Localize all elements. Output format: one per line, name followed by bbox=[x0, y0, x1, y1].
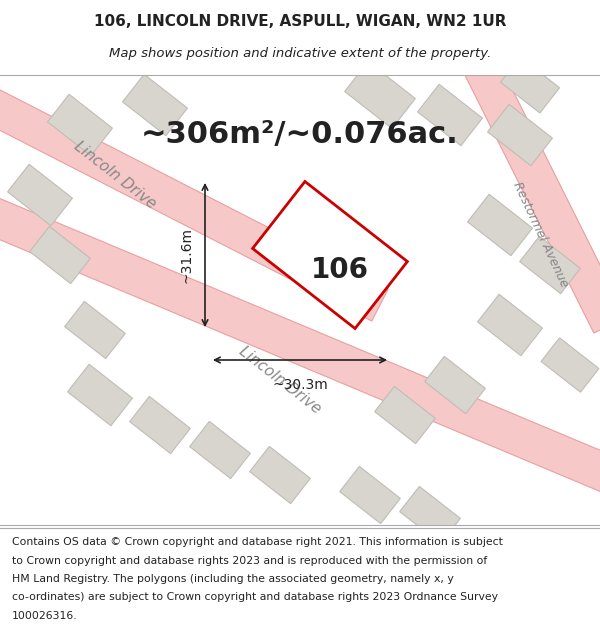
Polygon shape bbox=[464, 57, 600, 333]
Polygon shape bbox=[344, 61, 415, 129]
Text: ~306m²/~0.076ac.: ~306m²/~0.076ac. bbox=[141, 121, 459, 149]
Text: to Crown copyright and database rights 2023 and is reproduced with the permissio: to Crown copyright and database rights 2… bbox=[12, 556, 487, 566]
Polygon shape bbox=[488, 104, 553, 166]
Polygon shape bbox=[8, 164, 73, 226]
Polygon shape bbox=[418, 84, 482, 146]
Text: co-ordinates) are subject to Crown copyright and database rights 2023 Ordnance S: co-ordinates) are subject to Crown copyr… bbox=[12, 592, 498, 602]
Polygon shape bbox=[520, 236, 580, 294]
Text: Restormel Avenue: Restormel Avenue bbox=[510, 180, 570, 290]
Text: 100026316.: 100026316. bbox=[12, 611, 77, 621]
Text: Map shows position and indicative extent of the property.: Map shows position and indicative extent… bbox=[109, 48, 491, 61]
Polygon shape bbox=[478, 294, 542, 356]
Polygon shape bbox=[340, 466, 400, 524]
Text: Lincoln Drive: Lincoln Drive bbox=[236, 344, 324, 416]
Polygon shape bbox=[467, 194, 532, 256]
Text: ~31.6m: ~31.6m bbox=[179, 227, 193, 283]
Polygon shape bbox=[68, 364, 133, 426]
Polygon shape bbox=[374, 386, 436, 444]
Polygon shape bbox=[47, 94, 112, 156]
Polygon shape bbox=[400, 486, 460, 544]
Text: Lincoln Drive: Lincoln Drive bbox=[71, 139, 159, 211]
Polygon shape bbox=[130, 396, 190, 454]
Polygon shape bbox=[253, 181, 407, 329]
Polygon shape bbox=[500, 57, 560, 113]
Polygon shape bbox=[541, 338, 599, 392]
Polygon shape bbox=[250, 446, 310, 504]
Text: 106: 106 bbox=[311, 256, 369, 284]
Text: ~30.3m: ~30.3m bbox=[272, 378, 328, 392]
Polygon shape bbox=[65, 301, 125, 359]
Text: Contains OS data © Crown copyright and database right 2021. This information is : Contains OS data © Crown copyright and d… bbox=[12, 537, 503, 547]
Polygon shape bbox=[29, 226, 91, 284]
Text: HM Land Registry. The polygons (including the associated geometry, namely x, y: HM Land Registry. The polygons (includin… bbox=[12, 574, 454, 584]
Polygon shape bbox=[425, 356, 485, 414]
Polygon shape bbox=[0, 198, 600, 492]
Polygon shape bbox=[122, 74, 187, 136]
Polygon shape bbox=[190, 421, 250, 479]
Text: 106, LINCOLN DRIVE, ASPULL, WIGAN, WN2 1UR: 106, LINCOLN DRIVE, ASPULL, WIGAN, WN2 1… bbox=[94, 14, 506, 29]
Polygon shape bbox=[0, 89, 388, 321]
